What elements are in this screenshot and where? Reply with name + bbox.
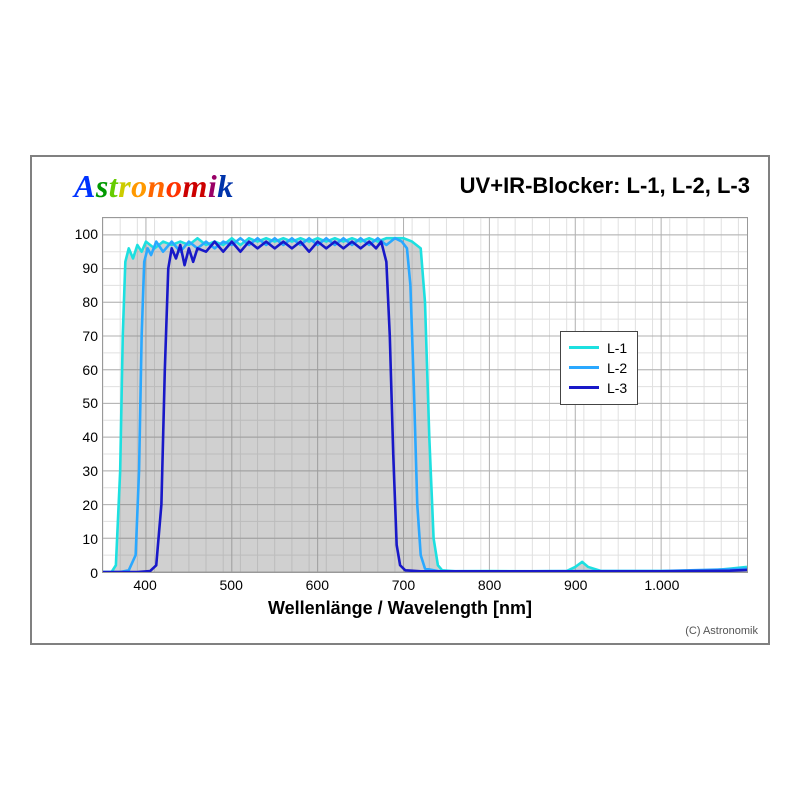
x-tick-label: 400	[133, 573, 156, 593]
legend-label: L-3	[607, 380, 627, 396]
y-tick-label: 40	[68, 429, 102, 445]
legend-swatch	[569, 386, 599, 389]
legend: L-1 L-2 L-3	[560, 331, 638, 405]
plot-area: L-1L-2L-3 010203040506070809010040050060…	[102, 217, 748, 573]
y-tick-label: 100	[68, 226, 102, 242]
header: Astronomik UV+IR-Blocker: L-1, L-2, L-3	[32, 165, 768, 207]
chart-frame: Astronomik UV+IR-Blocker: L-1, L-2, L-3 …	[30, 155, 770, 645]
legend-swatch	[569, 346, 599, 349]
y-tick-label: 70	[68, 328, 102, 344]
y-tick-label: 50	[68, 395, 102, 411]
page-root: Astronomik UV+IR-Blocker: L-1, L-2, L-3 …	[0, 0, 800, 800]
y-tick-label: 0	[68, 565, 102, 581]
legend-label: L-2	[607, 360, 627, 376]
x-tick-label: 500	[220, 573, 243, 593]
y-tick-label: 10	[68, 531, 102, 547]
x-tick-label: 700	[392, 573, 415, 593]
x-tick-label: 900	[564, 573, 587, 593]
x-axis-label: Wellenlänge / Wavelength [nm]	[268, 598, 532, 619]
y-tick-label: 60	[68, 362, 102, 378]
chart-title: UV+IR-Blocker: L-1, L-2, L-3	[460, 173, 750, 199]
y-tick-label: 30	[68, 463, 102, 479]
legend-label: L-1	[607, 340, 627, 356]
plot-svg	[102, 217, 748, 573]
y-tick-label: 80	[68, 294, 102, 310]
x-tick-label: 600	[306, 573, 329, 593]
legend-item: L-2	[569, 358, 627, 378]
x-tick-label: 800	[478, 573, 501, 593]
y-tick-label: 90	[68, 260, 102, 276]
x-tick-label: 1.000	[644, 573, 679, 593]
astronomik-logo: Astronomik	[74, 168, 234, 205]
copyright-text: (C) Astronomik	[685, 625, 758, 637]
legend-item: L-3	[569, 378, 627, 398]
y-tick-label: 20	[68, 497, 102, 513]
legend-swatch	[569, 366, 599, 369]
legend-item: L-1	[569, 338, 627, 358]
